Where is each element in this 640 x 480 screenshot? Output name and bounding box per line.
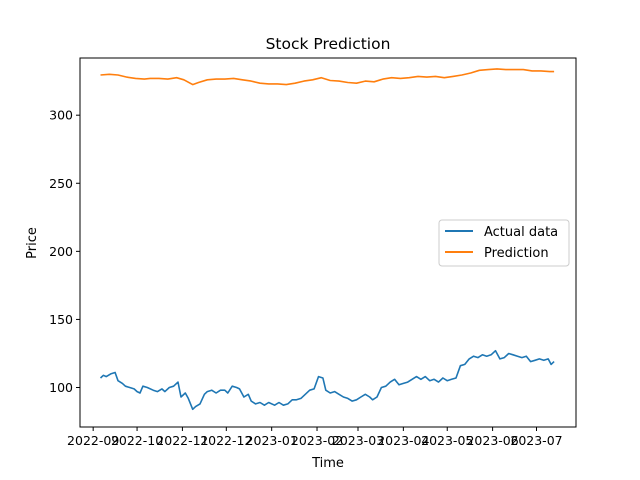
x-tick-label: 2023-04 xyxy=(377,433,429,448)
series-line-actual-data xyxy=(99,349,555,411)
x-tick-label: 2022-09 xyxy=(67,433,119,448)
y-tick-label: 200 xyxy=(49,244,73,259)
x-tick-label: 2023-05 xyxy=(421,433,473,448)
legend-label-prediction: Prediction xyxy=(484,246,549,261)
y-tick-label: 300 xyxy=(49,108,73,123)
x-tick-label: 2023-07 xyxy=(510,433,562,448)
x-tick-label: 2023-06 xyxy=(466,433,518,448)
x-axis: 2022-092022-102022-112022-122023-012023-… xyxy=(67,427,563,448)
y-tick-label: 250 xyxy=(49,176,73,191)
chart-title: Stock Prediction xyxy=(266,35,391,53)
x-tick-label: 2023-02 xyxy=(291,433,343,448)
legend: Actual data Prediction xyxy=(438,219,570,267)
y-axis-label: Price xyxy=(25,227,40,259)
x-tick-label: 2022-10 xyxy=(111,433,163,448)
series-line-prediction xyxy=(100,68,555,86)
x-tick-label: 2023-03 xyxy=(332,433,384,448)
legend-label-actual: Actual data xyxy=(484,225,558,240)
y-tick-label: 150 xyxy=(49,312,73,327)
plot-frame xyxy=(79,57,577,428)
x-tick-label: 2022-11 xyxy=(156,433,208,448)
x-tick-label: 2023-01 xyxy=(246,433,298,448)
x-tick-label: 2022-12 xyxy=(200,433,252,448)
series-layer xyxy=(99,68,555,411)
y-axis: 100 150 200 250 300 xyxy=(49,108,80,395)
x-axis-label: Time xyxy=(311,456,344,471)
y-tick-label: 100 xyxy=(49,380,73,395)
